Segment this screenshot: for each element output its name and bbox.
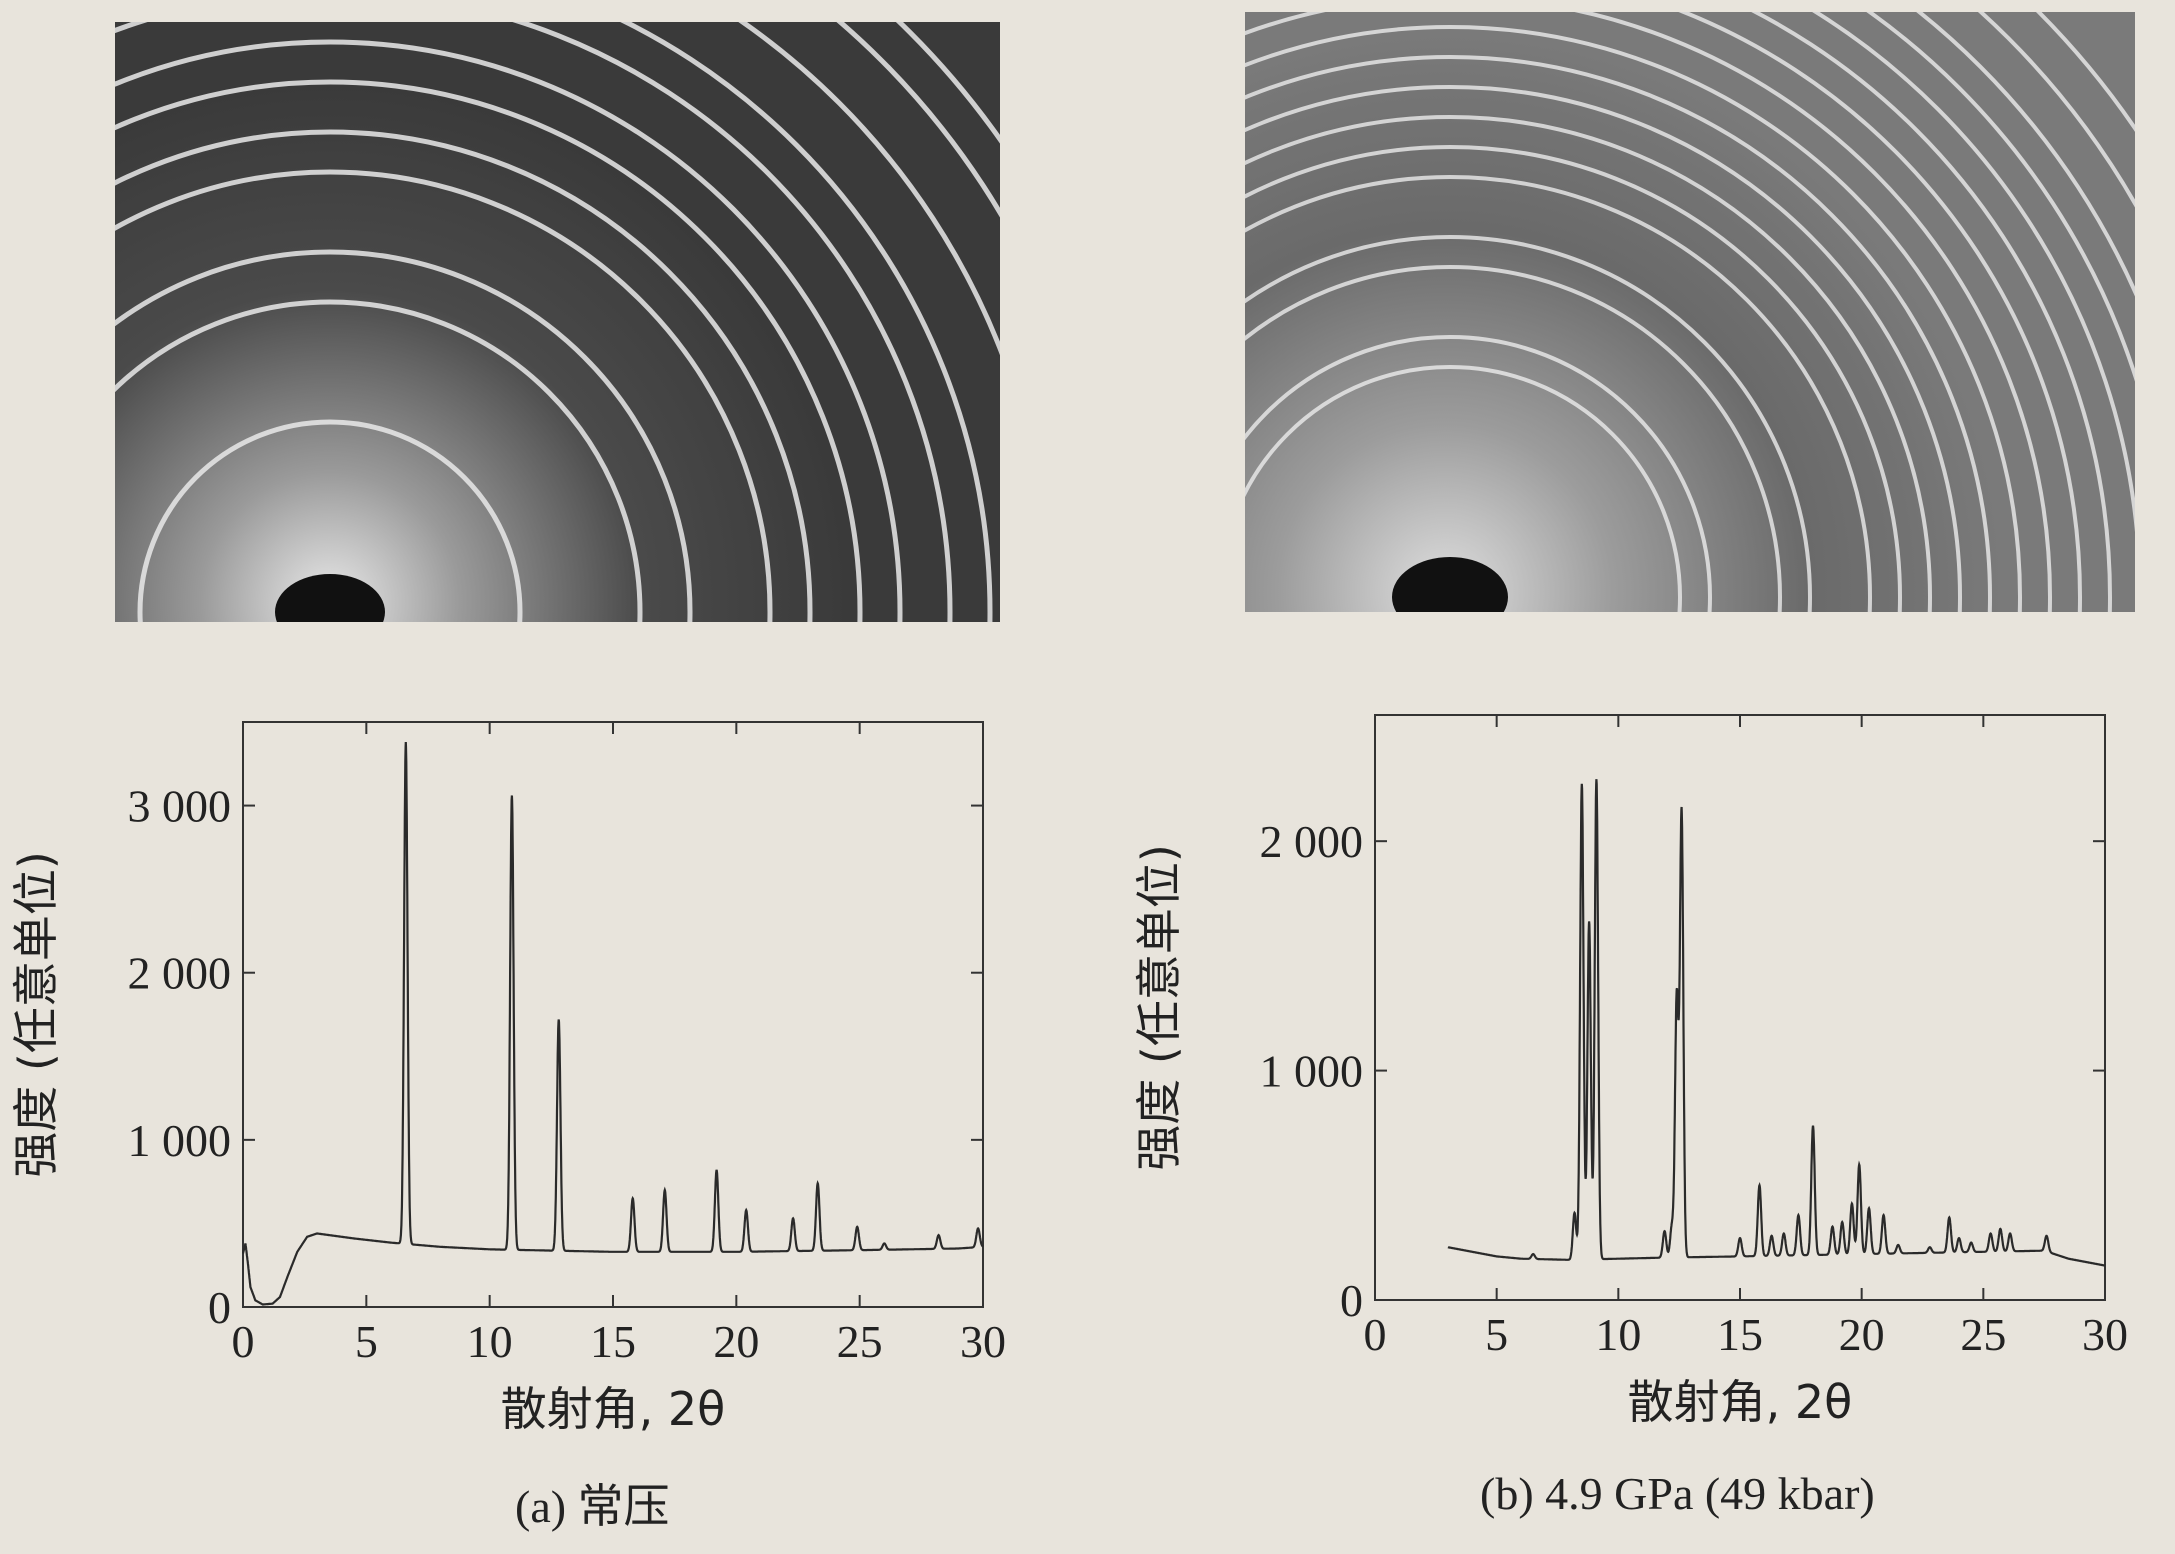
caption-a: (a) 常压	[515, 1481, 670, 1532]
x-tick-label: 0	[1364, 1309, 1387, 1360]
diffraction-photo-high-pressure	[1245, 12, 2135, 612]
y-tick-label: 0	[1340, 1275, 1363, 1326]
caption-b: (b) 4.9 GPa (49 kbar)	[1480, 1468, 1875, 1519]
x-tick-label: 5	[355, 1316, 378, 1367]
x-axis-label: 散射角, 2θ	[1628, 1375, 1853, 1429]
chart-b: 0 5 10 15 20 25 30 0 1 000 2 000 散射角, 2θ 强度 (任意单位)	[1132, 714, 2128, 1429]
x-tick-label: 10	[467, 1316, 513, 1367]
plot-frame	[1374, 714, 2106, 1301]
y-tick-label: 1 000	[128, 1115, 232, 1166]
x-tick-label: 15	[1717, 1309, 1763, 1360]
x-tick-label: 20	[713, 1316, 759, 1367]
x-tick-label: 30	[960, 1316, 1006, 1367]
y-tick-label: 0	[208, 1282, 231, 1333]
x-tick-label: 10	[1595, 1309, 1641, 1360]
y-tick-label: 2 000	[128, 948, 232, 999]
y-axis-label: 强度 (任意单位)	[9, 851, 63, 1178]
x-tick-label: 0	[232, 1316, 255, 1367]
y-tick-label: 1 000	[1260, 1046, 1364, 1097]
x-tick-label: 15	[590, 1316, 636, 1367]
diffraction-trace	[241, 742, 984, 1306]
x-tick-label: 25	[837, 1316, 883, 1367]
chart-panel-b: 0 5 10 15 20 25 30 0 1 000 2 000 散射角, 2θ 强度 (任意单位)	[1120, 690, 2175, 1480]
diffraction-photo-ambient	[115, 22, 1000, 622]
y-tick-label: 3 000	[128, 781, 232, 832]
x-axis-label: 散射角, 2θ	[501, 1382, 726, 1436]
diffraction-rings-a	[115, 22, 1000, 622]
diffraction-rings-b	[1245, 12, 2135, 612]
diffraction-trace	[1447, 779, 2106, 1267]
plot-frame	[242, 721, 984, 1308]
x-tick-label: 5	[1485, 1309, 1508, 1360]
x-tick-label: 20	[1839, 1309, 1885, 1360]
y-axis-label: 强度 (任意单位)	[1132, 844, 1186, 1171]
chart-a: 0 5 10 15 20 25 30 0 1 000 2 000 3 000 散射角, 2θ 强度 (任…	[9, 721, 1006, 1436]
x-tick-label: 25	[1960, 1309, 2006, 1360]
x-tick-label: 30	[2082, 1309, 2128, 1360]
y-tick-label: 2 000	[1260, 816, 1364, 867]
chart-panel-a: 0 5 10 15 20 25 30 0 1 000 2 000 3 000 散射角, 2θ 强度 (任…	[0, 700, 1050, 1480]
